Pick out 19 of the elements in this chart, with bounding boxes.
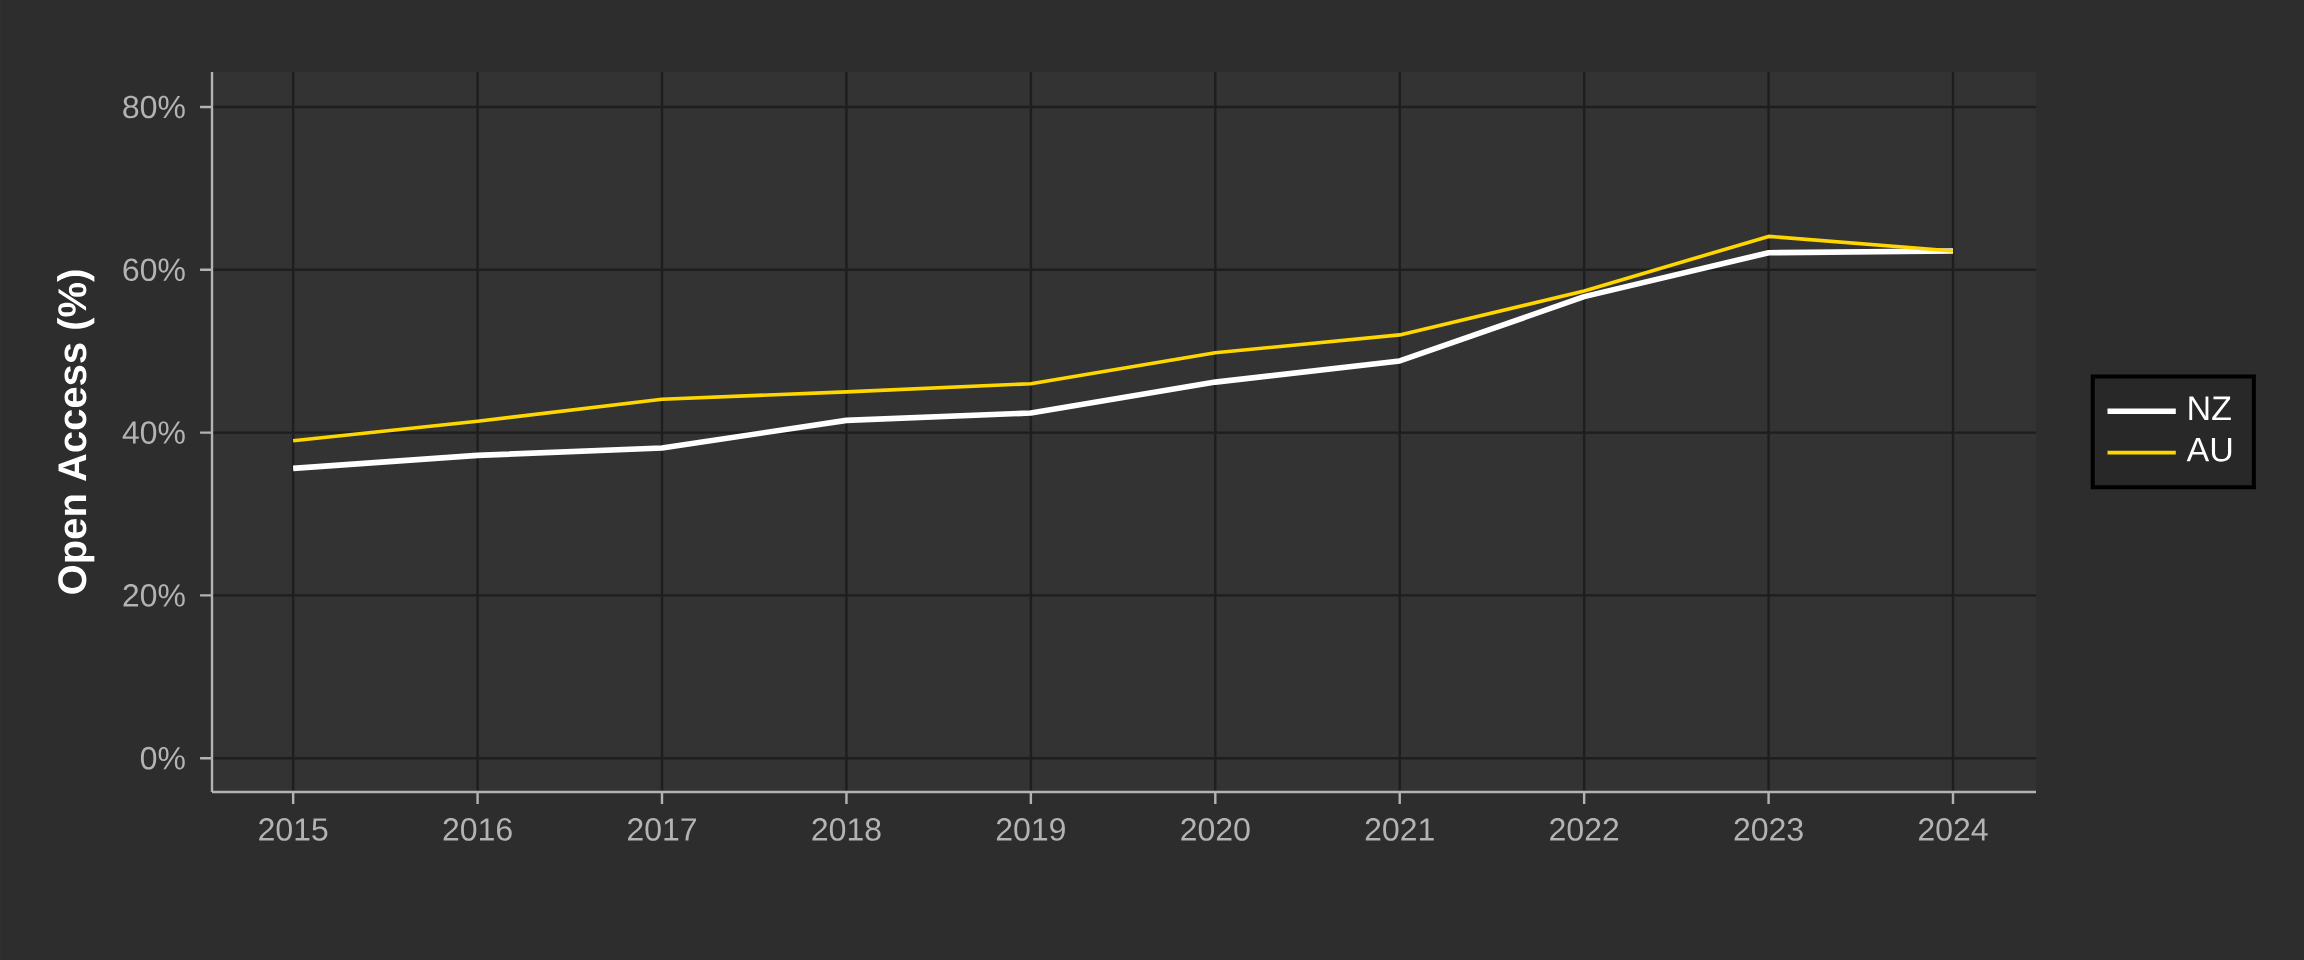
x-tick-label: 2016: [443, 818, 512, 841]
x-tick-label: 2018: [812, 818, 881, 841]
y-tick-label: 0%: [140, 746, 185, 770]
x-tick-label: 2017: [628, 818, 696, 841]
x-tick-label: 2024: [1919, 818, 1988, 841]
line-series: [291, 234, 1955, 443]
x-tick-label: 2022: [1550, 818, 1619, 841]
legend-label: NZ: [2189, 396, 2231, 420]
y-tick-label: 20%: [123, 584, 185, 607]
y-tick-label: 40%: [122, 421, 185, 444]
x-tick-label: 2021: [1365, 818, 1434, 841]
y-tick-label: 60%: [123, 258, 185, 282]
x-tick-label: 2023: [1734, 818, 1803, 841]
x-tick-label: 2015: [259, 818, 328, 841]
y-axis-title: Open Access (%): [57, 270, 95, 594]
x-tick-label: 2019: [996, 818, 1065, 841]
y-tick-label: 80%: [123, 95, 185, 119]
legend-label: AU: [2186, 437, 2232, 462]
x-tick-label: 2020: [1181, 818, 1250, 841]
